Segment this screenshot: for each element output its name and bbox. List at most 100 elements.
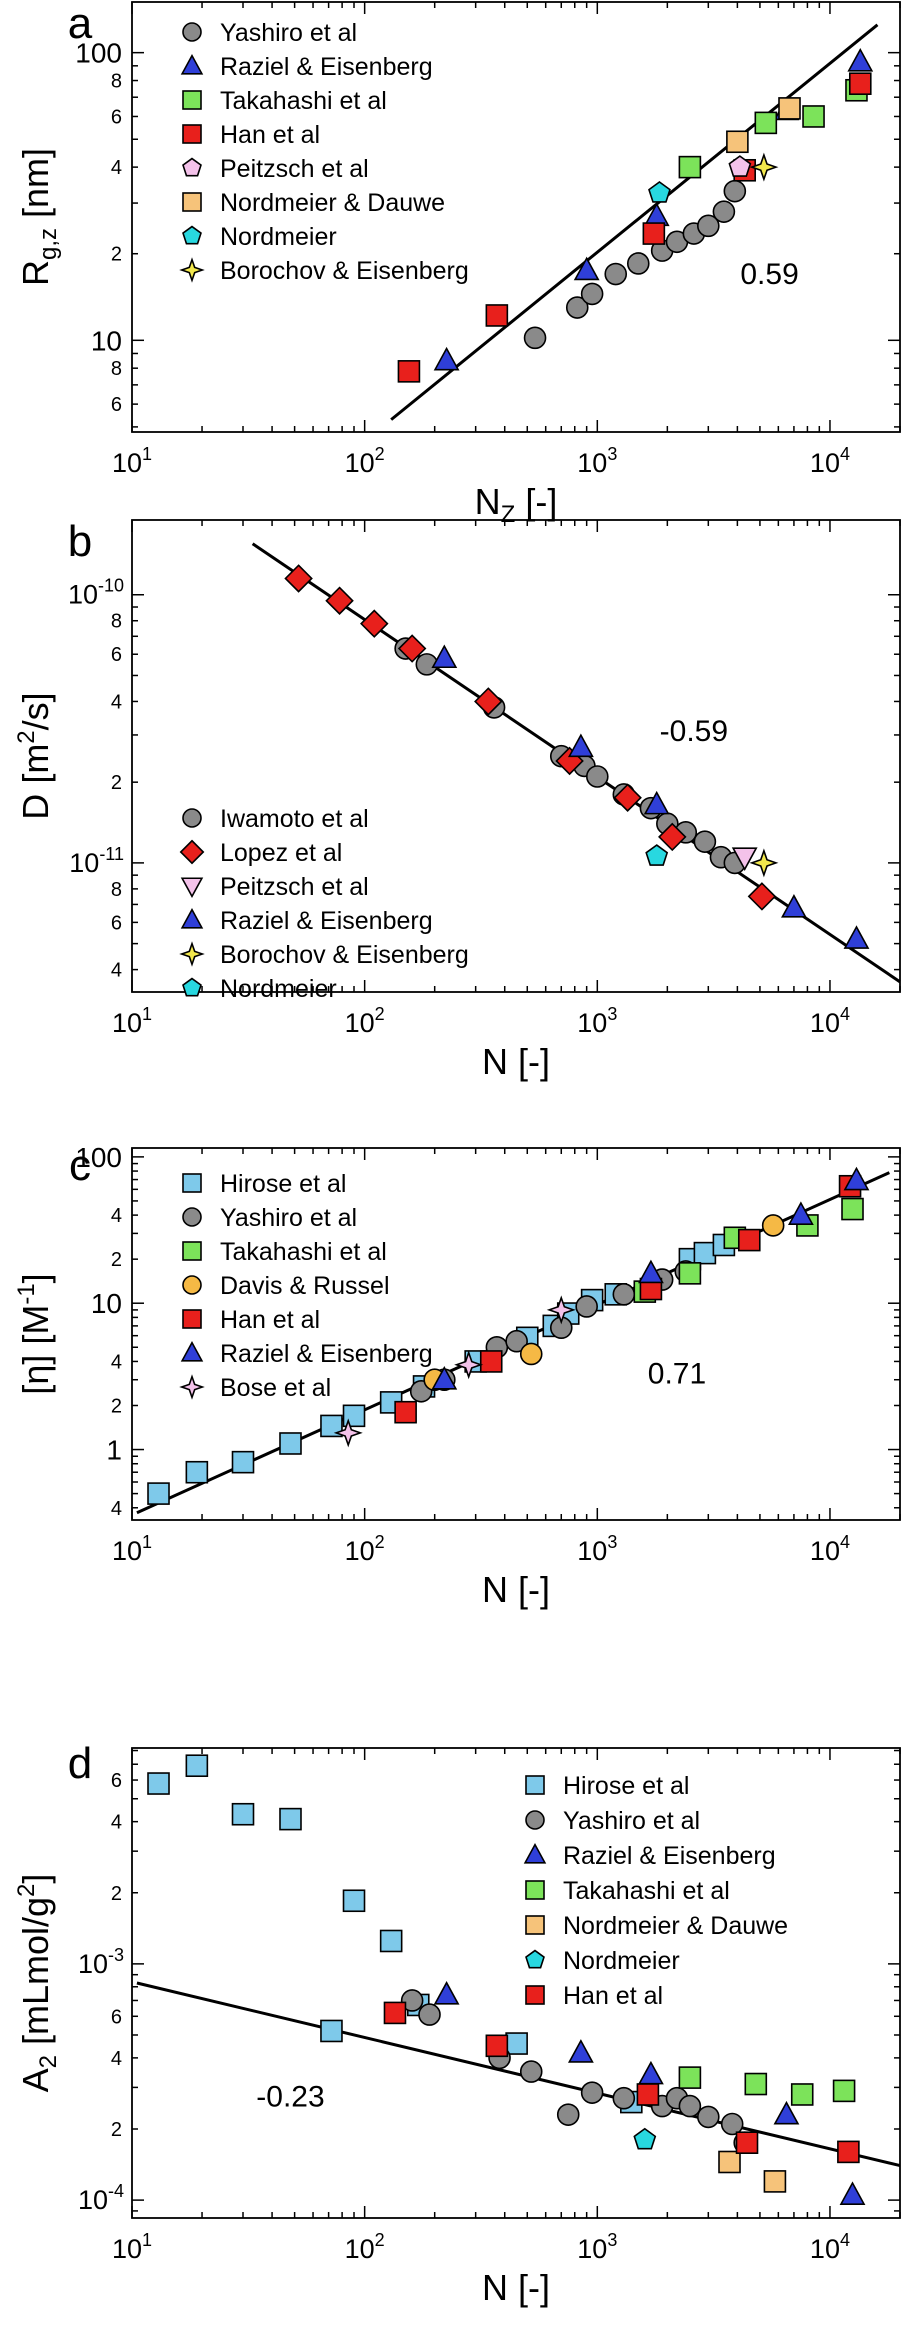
legend-marker xyxy=(182,977,202,997)
legend-marker xyxy=(525,1949,545,1969)
plot-frame xyxy=(131,1147,901,1521)
fit-line xyxy=(390,23,879,421)
legend-label: Yashiro et al xyxy=(220,1204,357,1232)
data-point xyxy=(648,181,671,203)
data-point xyxy=(693,830,717,853)
legend-label: Hirose et al xyxy=(220,1170,346,1198)
data-point xyxy=(837,2140,860,2164)
series-yashiro-et-al xyxy=(400,1989,756,2154)
x-axis-label: N [-] xyxy=(482,1041,550,1082)
data-point xyxy=(575,1295,598,1318)
data-point xyxy=(565,296,589,319)
data-point xyxy=(433,1981,460,2005)
data-point xyxy=(320,1414,343,1438)
data-point xyxy=(400,1989,424,2012)
plot-frame xyxy=(131,1,901,433)
data-point xyxy=(643,202,670,227)
series-borochov-eisenberg xyxy=(749,152,779,182)
legend-marker xyxy=(182,808,202,828)
series-peitzsch-et-al xyxy=(731,847,758,871)
data-point xyxy=(360,609,389,638)
data-point xyxy=(379,1929,403,1953)
legend-marker xyxy=(179,257,205,283)
legend-marker xyxy=(525,1810,545,1830)
data-point xyxy=(728,155,752,177)
x-tick-label: 104 xyxy=(810,2230,850,2264)
data-point xyxy=(802,105,825,128)
legend-marker xyxy=(523,1842,547,1864)
legend-label: Takahashi et al xyxy=(563,1877,730,1905)
x-tick-label: 104 xyxy=(810,1004,850,1038)
data-point xyxy=(505,1329,528,1353)
legend-label: Nordmeier xyxy=(220,975,337,1003)
data-point xyxy=(567,2039,594,2063)
y-axis-label: Rg,z [nm] xyxy=(15,148,62,286)
data-point xyxy=(643,790,670,815)
data-point xyxy=(580,2081,604,2104)
data-point xyxy=(839,2181,866,2205)
y-tick-label: 4 xyxy=(111,1498,122,1520)
data-point xyxy=(523,326,547,350)
y-axis-ticks xyxy=(132,1156,900,1509)
data-point xyxy=(519,2060,543,2083)
data-point xyxy=(320,2019,343,2043)
data-point xyxy=(279,1807,302,1831)
y-tick-label: 2 xyxy=(111,1395,122,1417)
legend-label: Raziel & Eisenberg xyxy=(220,907,433,935)
y-tick-label: 4 xyxy=(111,1812,122,1834)
x-tick-label: 101 xyxy=(112,2230,152,2264)
y-tick-label: 4 xyxy=(111,157,122,179)
x-tick-label: 102 xyxy=(345,1004,385,1038)
y-tick-label: 10-3 xyxy=(78,1945,124,1979)
x-axis-ticks xyxy=(131,2,901,432)
data-point xyxy=(633,2127,657,2150)
data-point xyxy=(397,360,421,383)
data-point xyxy=(418,2003,441,2026)
legend-label: Han et al xyxy=(220,1306,320,1334)
data-point xyxy=(720,2112,744,2136)
x-tick-label: 102 xyxy=(345,444,385,478)
x-axis-label: NZ [-] xyxy=(475,481,558,528)
y-tick-label: 8 xyxy=(111,358,122,380)
series-bose-et-al xyxy=(333,1295,576,1448)
data-point xyxy=(697,214,720,238)
data-point xyxy=(431,644,458,669)
panel-label: c xyxy=(69,1141,91,1190)
y-tick-label: 2 xyxy=(111,2119,122,2141)
fit-line xyxy=(136,1981,901,2168)
data-point xyxy=(638,2060,664,2085)
legend: Yashiro et al Raziel & Eisenberg Takahashi… xyxy=(179,19,469,285)
legend-label: Nordmeier & Dauwe xyxy=(220,189,445,217)
data-point xyxy=(841,1197,864,1221)
x-tick-label: 102 xyxy=(345,2230,385,2264)
legend-marker xyxy=(180,53,204,75)
legend-label: Han et al xyxy=(220,121,320,149)
legend-marker xyxy=(182,1241,202,1261)
legend-label: Yashiro et al xyxy=(563,1807,700,1835)
legend-marker xyxy=(525,1775,545,1795)
series-nordmeier xyxy=(645,844,669,866)
slope-label: -0.59 xyxy=(660,715,728,748)
data-point xyxy=(642,222,666,245)
data-point xyxy=(678,155,702,179)
legend-label: Borochov & Eisenberg xyxy=(220,941,469,969)
plot-frame xyxy=(131,519,901,993)
y-tick-label: 10-11 xyxy=(69,844,124,878)
plot-frame xyxy=(131,1747,901,2219)
data-point xyxy=(613,783,642,812)
y-tick-label: 10 xyxy=(91,325,122,356)
y-tick-label: 6 xyxy=(111,644,122,666)
x-tick-label: 103 xyxy=(577,444,617,478)
data-point xyxy=(519,1342,543,1366)
series-nordmeier-dauwe xyxy=(726,97,801,154)
data-point xyxy=(658,822,687,852)
data-point xyxy=(678,2094,702,2118)
data-point xyxy=(325,586,354,615)
data-point xyxy=(848,72,872,95)
legend-label: Iwamoto et al xyxy=(220,805,369,833)
legend-label: Davis & Russel xyxy=(220,1272,390,1300)
y-tick-label: 4 xyxy=(111,1351,122,1373)
data-point xyxy=(147,1482,170,1505)
data-point xyxy=(731,847,758,871)
